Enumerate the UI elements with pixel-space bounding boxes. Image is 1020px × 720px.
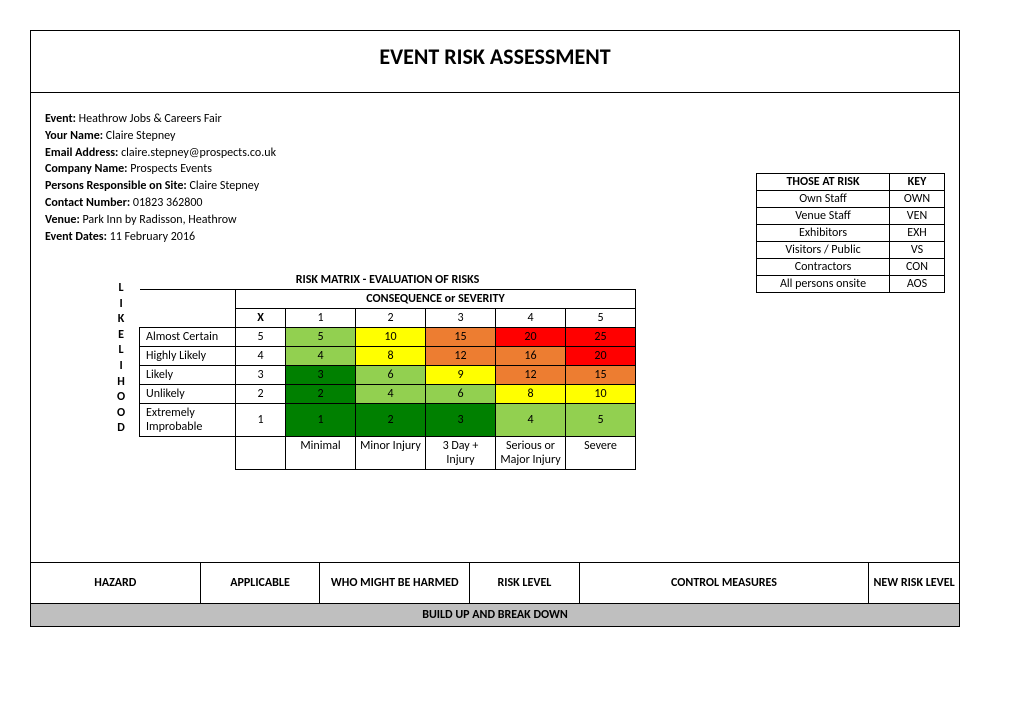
key-row-code: EXH: [890, 225, 945, 242]
matrix-row-label: Likely: [140, 366, 236, 385]
matrix-cell: 4: [286, 347, 356, 366]
matrix-cell: 5: [286, 328, 356, 347]
matrix-cell: 4: [356, 385, 426, 404]
hazard-header-col: HAZARD: [31, 563, 201, 603]
risk-matrix-table: RISK MATRIX - EVALUATION OF RISKS CONSEQ…: [139, 271, 636, 470]
page-title: EVENT RISK ASSESSMENT: [379, 43, 610, 70]
info-company: Company Name: Prospects Events: [45, 161, 276, 178]
consequence-label: CONSEQUENCE or SEVERITY: [236, 290, 636, 309]
matrix-col-header: 5: [566, 309, 636, 328]
key-row: Visitors / PublicVS: [757, 242, 945, 259]
matrix-cell: 2: [356, 404, 426, 437]
matrix-cell: 1: [286, 404, 356, 437]
matrix-cell: 15: [566, 366, 636, 385]
matrix-cell: 16: [496, 347, 566, 366]
matrix-col-desc: 3 Day + Injury: [426, 437, 496, 470]
x-label: X: [236, 309, 286, 328]
matrix-cell: 10: [566, 385, 636, 404]
matrix-row-value: 2: [236, 385, 286, 404]
hazard-header-col: CONTROL MEASURES: [580, 563, 869, 603]
matrix-col-desc: Minimal: [286, 437, 356, 470]
matrix-cell: 9: [426, 366, 496, 385]
matrix-cell: 8: [356, 347, 426, 366]
event-info-block: Event: Heathrow Jobs & Careers Fair Your…: [45, 111, 276, 245]
info-email: Email Address: claire.stepney@prospects.…: [45, 145, 276, 162]
matrix-cell: 5: [566, 404, 636, 437]
matrix-col-desc: Severe: [566, 437, 636, 470]
matrix-row-value: 3: [236, 366, 286, 385]
matrix-cell: 4: [496, 404, 566, 437]
info-venue: Venue: Park Inn by Radisson, Heathrow: [45, 212, 276, 229]
matrix-cell: 15: [426, 328, 496, 347]
matrix-cell: 3: [426, 404, 496, 437]
key-row-code: AOS: [890, 276, 945, 293]
matrix-col-desc: Minor Injury: [356, 437, 426, 470]
key-row: Venue StaffVEN: [757, 208, 945, 225]
matrix-cell: 12: [496, 366, 566, 385]
matrix-cell: 12: [426, 347, 496, 366]
info-dates: Event Dates: 11 February 2016: [45, 229, 276, 246]
hazard-header-col: NEW RISK LEVEL: [869, 563, 959, 603]
key-header-left: THOSE AT RISK: [757, 174, 890, 191]
info-responsible: Persons Responsible on Site: Claire Step…: [45, 178, 276, 195]
matrix-row: Extremely Improbable112345: [140, 404, 636, 437]
matrix-col-header: 4: [496, 309, 566, 328]
title-row: EVENT RISK ASSESSMENT: [31, 31, 959, 93]
matrix-col-header: 2: [356, 309, 426, 328]
likelihood-vertical-label: LIKELIHOOD: [117, 281, 125, 437]
matrix-cell: 10: [356, 328, 426, 347]
page: EVENT RISK ASSESSMENT Event: Heathrow Jo…: [30, 30, 960, 627]
matrix-col-desc: Serious or Major Injury: [496, 437, 566, 470]
key-table: THOSE AT RISK KEY Own StaffOWNVenue Staf…: [756, 173, 945, 293]
key-row-code: VS: [890, 242, 945, 259]
matrix-row-value: 5: [236, 328, 286, 347]
key-row-label: Contractors: [757, 259, 890, 276]
matrix-row: Unlikely2246810: [140, 385, 636, 404]
matrix-row-label: Extremely Improbable: [140, 404, 236, 437]
key-header-right: KEY: [890, 174, 945, 191]
hazard-header-col: WHO MIGHT BE HARMED: [320, 563, 470, 603]
key-row: ExhibitorsEXH: [757, 225, 945, 242]
info-contact: Contact Number: 01823 362800: [45, 195, 276, 212]
key-row: Own StaffOWN: [757, 191, 945, 208]
matrix-cell: 20: [566, 347, 636, 366]
section-build-break: BUILD UP AND BREAK DOWN: [31, 604, 959, 626]
matrix-cell: 20: [496, 328, 566, 347]
key-row-code: VEN: [890, 208, 945, 225]
key-row-label: All persons onsite: [757, 276, 890, 293]
matrix-cell: 6: [426, 385, 496, 404]
risk-matrix-title: RISK MATRIX - EVALUATION OF RISKS: [140, 271, 636, 290]
matrix-cell: 25: [566, 328, 636, 347]
matrix-row: Highly Likely448121620: [140, 347, 636, 366]
key-row: ContractorsCON: [757, 259, 945, 276]
matrix-row-label: Almost Certain: [140, 328, 236, 347]
key-row-label: Visitors / Public: [757, 242, 890, 259]
matrix-row: Almost Certain5510152025: [140, 328, 636, 347]
info-your-name: Your Name: Claire Stepney: [45, 128, 276, 145]
key-row: All persons onsiteAOS: [757, 276, 945, 293]
hazard-header-col: APPLICABLE: [201, 563, 321, 603]
matrix-row-label: Unlikely: [140, 385, 236, 404]
key-row-code: OWN: [890, 191, 945, 208]
matrix-cell: 3: [286, 366, 356, 385]
hazard-header-col: RISK LEVEL: [470, 563, 580, 603]
risk-matrix-wrap: LIKELIHOOD RISK MATRIX - EVALUATION OF R…: [139, 271, 636, 470]
matrix-cell: 6: [356, 366, 426, 385]
hazard-table-header: HAZARDAPPLICABLEWHO MIGHT BE HARMEDRISK …: [31, 563, 959, 604]
matrix-cell: 2: [286, 385, 356, 404]
key-row-label: Exhibitors: [757, 225, 890, 242]
matrix-row-value: 1: [236, 404, 286, 437]
matrix-cell: 8: [496, 385, 566, 404]
matrix-row-value: 4: [236, 347, 286, 366]
info-event: Event: Heathrow Jobs & Careers Fair: [45, 111, 276, 128]
key-row-label: Own Staff: [757, 191, 890, 208]
matrix-col-header: 1: [286, 309, 356, 328]
content-area: Event: Heathrow Jobs & Careers Fair Your…: [31, 93, 959, 563]
key-row-label: Venue Staff: [757, 208, 890, 225]
matrix-col-header: 3: [426, 309, 496, 328]
key-row-code: CON: [890, 259, 945, 276]
matrix-row: Likely33691215: [140, 366, 636, 385]
matrix-row-label: Highly Likely: [140, 347, 236, 366]
